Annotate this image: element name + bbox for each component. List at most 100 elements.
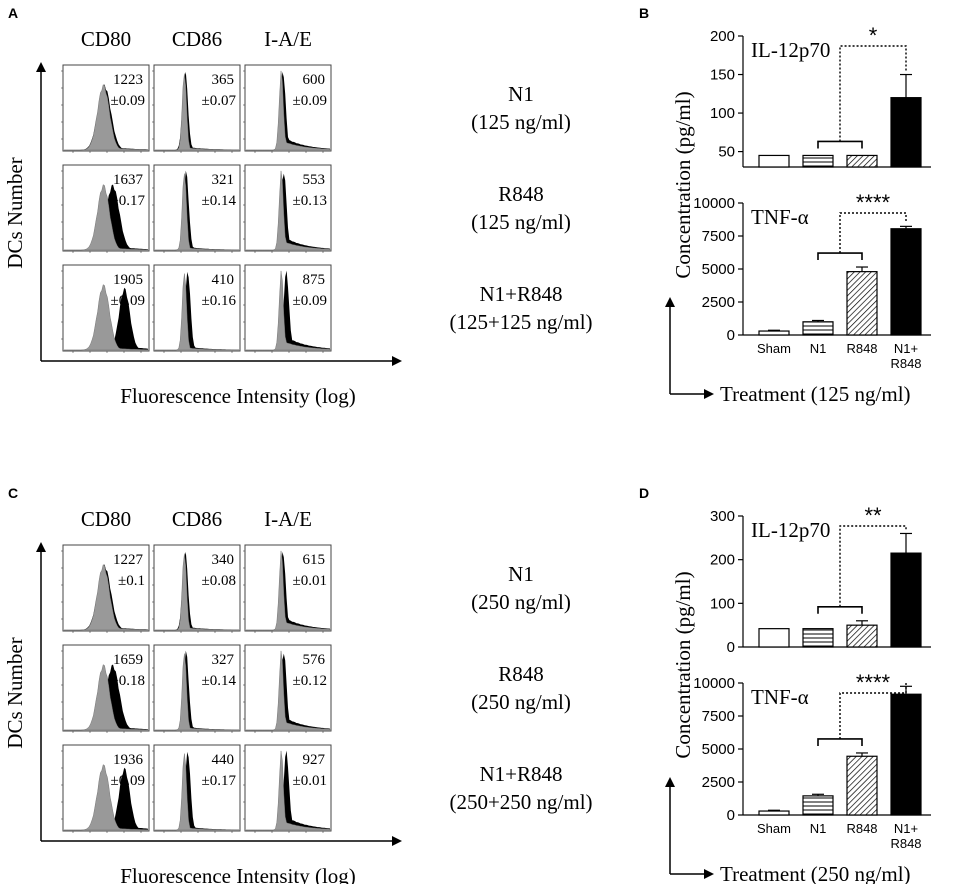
y-axis-label: Concentration (pg/ml) [671,571,695,758]
mfi-error: ±0.14 [202,673,237,689]
histogram-frame [153,64,241,152]
flow-panel-c: C CD80 CD86 I-A/E DCs Number Fluorescence Int… [3,485,593,884]
x-axis-label: Fluorescence Intensity (log) [120,864,356,884]
bar-r848 [846,154,878,168]
x-arrowhead [392,836,402,846]
mfi-value: 553 [303,172,326,188]
comparison-bracket [817,606,863,614]
histogram-frame [244,544,332,632]
condition-name: N1+R848 [479,762,562,786]
histogram-treated [246,750,330,830]
chart-title: IL-12p70 [751,38,830,62]
histogram-control [155,173,240,251]
mfi-error: ±0.07 [202,93,237,109]
mfi-error: ±0.16 [202,293,237,309]
treatment-arrowhead-right [704,869,714,879]
y-tick-label: 7500 [702,708,735,725]
histogram-control [64,764,149,831]
bar-n1-r848 [890,97,922,168]
mfi-value: 1659 [113,652,143,668]
panel-letter: D [639,485,649,501]
bar-n1 [802,321,834,336]
x-axis-label: Treatment (250 ng/ml) [720,862,911,884]
condition-dose: (125+125 ng/ml) [449,310,592,334]
bar-chart-d-il12: 0 100 200 300 IL-12p70 ** [710,503,931,656]
marker-header: I-A/E [264,27,312,51]
histogram-control [246,550,331,631]
histogram-control [246,70,331,151]
significance-line [839,525,907,607]
histogram-cell: 600 ±0.09 [243,64,332,153]
mfi-value: 927 [303,752,326,768]
histogram-cell: 340 ±0.08 [152,544,241,633]
condition-name: R848 [498,182,544,206]
histogram-control [155,653,240,731]
histogram-cell: 1905 ±0.09 [61,264,150,353]
mfi-value: 1936 [113,752,144,768]
y-tick-label: 150 [710,67,735,84]
marker-header: CD86 [172,27,222,51]
condition-dose: (125 ng/ml) [471,210,571,234]
condition-name: N1+R848 [479,282,562,306]
histogram-cell: 1223 ±0.09 [61,64,150,153]
marker-header: I-A/E [264,507,312,531]
y-axis-label: Concentration (pg/ml) [671,91,695,278]
bar-n1 [802,154,834,168]
mfi-error: ±0.09 [293,93,327,109]
bar-chart-b-tnf: 0 2500 5000 7500 10000 TNF-α **** [693,190,931,344]
bar-sham [758,810,790,816]
marker-header: CD86 [172,507,222,531]
histogram-cell: 875 ±0.09 [243,264,332,353]
histogram-control [64,664,149,731]
mfi-value: 410 [212,272,235,288]
histogram-cell: 1659 ±0.18 [61,644,150,733]
y-tick-label: 0 [727,807,735,824]
histogram-cell: 327 ±0.14 [152,644,241,733]
histogram-control [246,170,331,251]
mfi-error: ±0.12 [293,673,327,689]
significance-line [839,45,907,142]
mfi-value: 875 [303,272,326,288]
histogram-control [155,273,240,351]
mfi-value: 1223 [113,72,143,88]
y-tick-label: 200 [710,552,735,569]
bar-chart-b-il12: 50 100 150 200 IL-12p70 * [710,23,931,168]
histogram-frame [153,164,241,252]
bar-n1 [802,628,834,648]
chart-title: IL-12p70 [751,518,830,542]
y-tick-label: 100 [710,105,735,122]
histogram-cell: 615 ±0.01 [243,544,332,633]
mfi-error: ±0.09 [111,93,145,109]
comparison-bracket [817,252,863,261]
bar-r848 [846,271,878,336]
treatment-arrowhead-up [665,297,675,307]
x-category-label: R848 [890,836,921,851]
histogram-cell: 410 ±0.16 [152,264,241,353]
bar-chart-d-tnf: 0 2500 5000 7500 10000 TNF-α **** [693,670,931,824]
mfi-error: ±0.09 [111,773,145,789]
histogram-cell: 365 ±0.07 [152,64,241,153]
histogram-frame [153,644,241,732]
mfi-error: ±0.17 [202,773,237,789]
condition-name: R848 [498,662,544,686]
mfi-error: ±0.01 [293,773,327,789]
mfi-value: 600 [303,72,326,88]
mfi-error: ±0.09 [111,293,145,309]
x-category-label: Sham [757,341,791,356]
mfi-value: 1637 [113,172,144,188]
y-tick-label: 2500 [702,294,735,311]
histogram-treated [64,287,148,350]
mfi-value: 440 [212,752,235,768]
y-tick-label: 300 [710,508,735,525]
x-category-label: R848 [846,341,877,356]
condition-name: N1 [508,82,534,106]
y-tick-label: 10000 [693,675,735,692]
histogram-control [64,284,149,351]
histogram-control [246,270,331,351]
x-category-label: N1+ [894,341,918,356]
y-tick-label: 10000 [693,195,735,212]
significance-stars: **** [856,190,891,215]
flow-panel-a: A CD80 CD86 I-A/E DCs Number Fluorescence Int… [3,5,593,408]
histogram-treated [64,767,148,830]
histogram-treated [246,653,330,730]
